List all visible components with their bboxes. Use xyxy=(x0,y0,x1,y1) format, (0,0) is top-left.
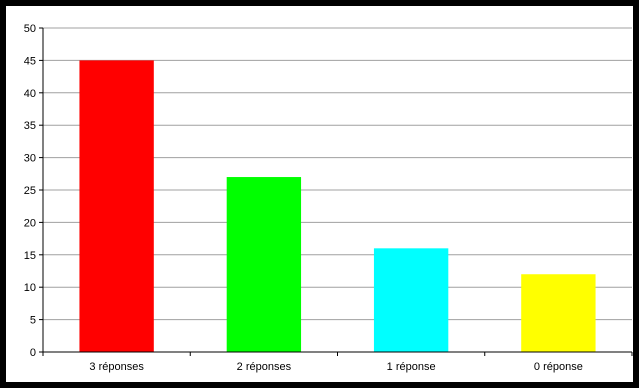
y-tick-label: 35 xyxy=(24,120,36,132)
x-tick-label: 3 réponses xyxy=(89,361,144,373)
y-tick-labels: 0 5 10 15 20 25 30 35 40 45 50 xyxy=(24,23,36,359)
y-tick-label: 0 xyxy=(30,347,36,359)
bar-2 xyxy=(373,248,449,352)
y-tick-label: 45 xyxy=(24,55,36,67)
y-tick-label: 10 xyxy=(24,282,36,294)
y-tick-label: 30 xyxy=(24,153,36,165)
x-tick-label: 2 réponses xyxy=(237,361,292,373)
x-tick-labels: 3 réponses 2 réponses 1 réponse 0 réponse xyxy=(89,361,582,373)
y-tick-label: 15 xyxy=(24,250,36,262)
x-tick-label: 0 réponse xyxy=(534,361,583,373)
bar-1 xyxy=(226,177,302,352)
x-tick-label: 1 réponse xyxy=(387,361,436,373)
y-tick-label: 25 xyxy=(24,185,36,197)
bar-0 xyxy=(79,60,154,353)
bar-3 xyxy=(521,274,596,352)
y-tick-label: 40 xyxy=(24,88,36,100)
axes xyxy=(39,27,633,356)
y-tick-label: 20 xyxy=(24,217,36,229)
bars xyxy=(79,60,596,353)
y-tick-label: 5 xyxy=(30,315,36,327)
y-tick-label: 50 xyxy=(24,23,36,35)
